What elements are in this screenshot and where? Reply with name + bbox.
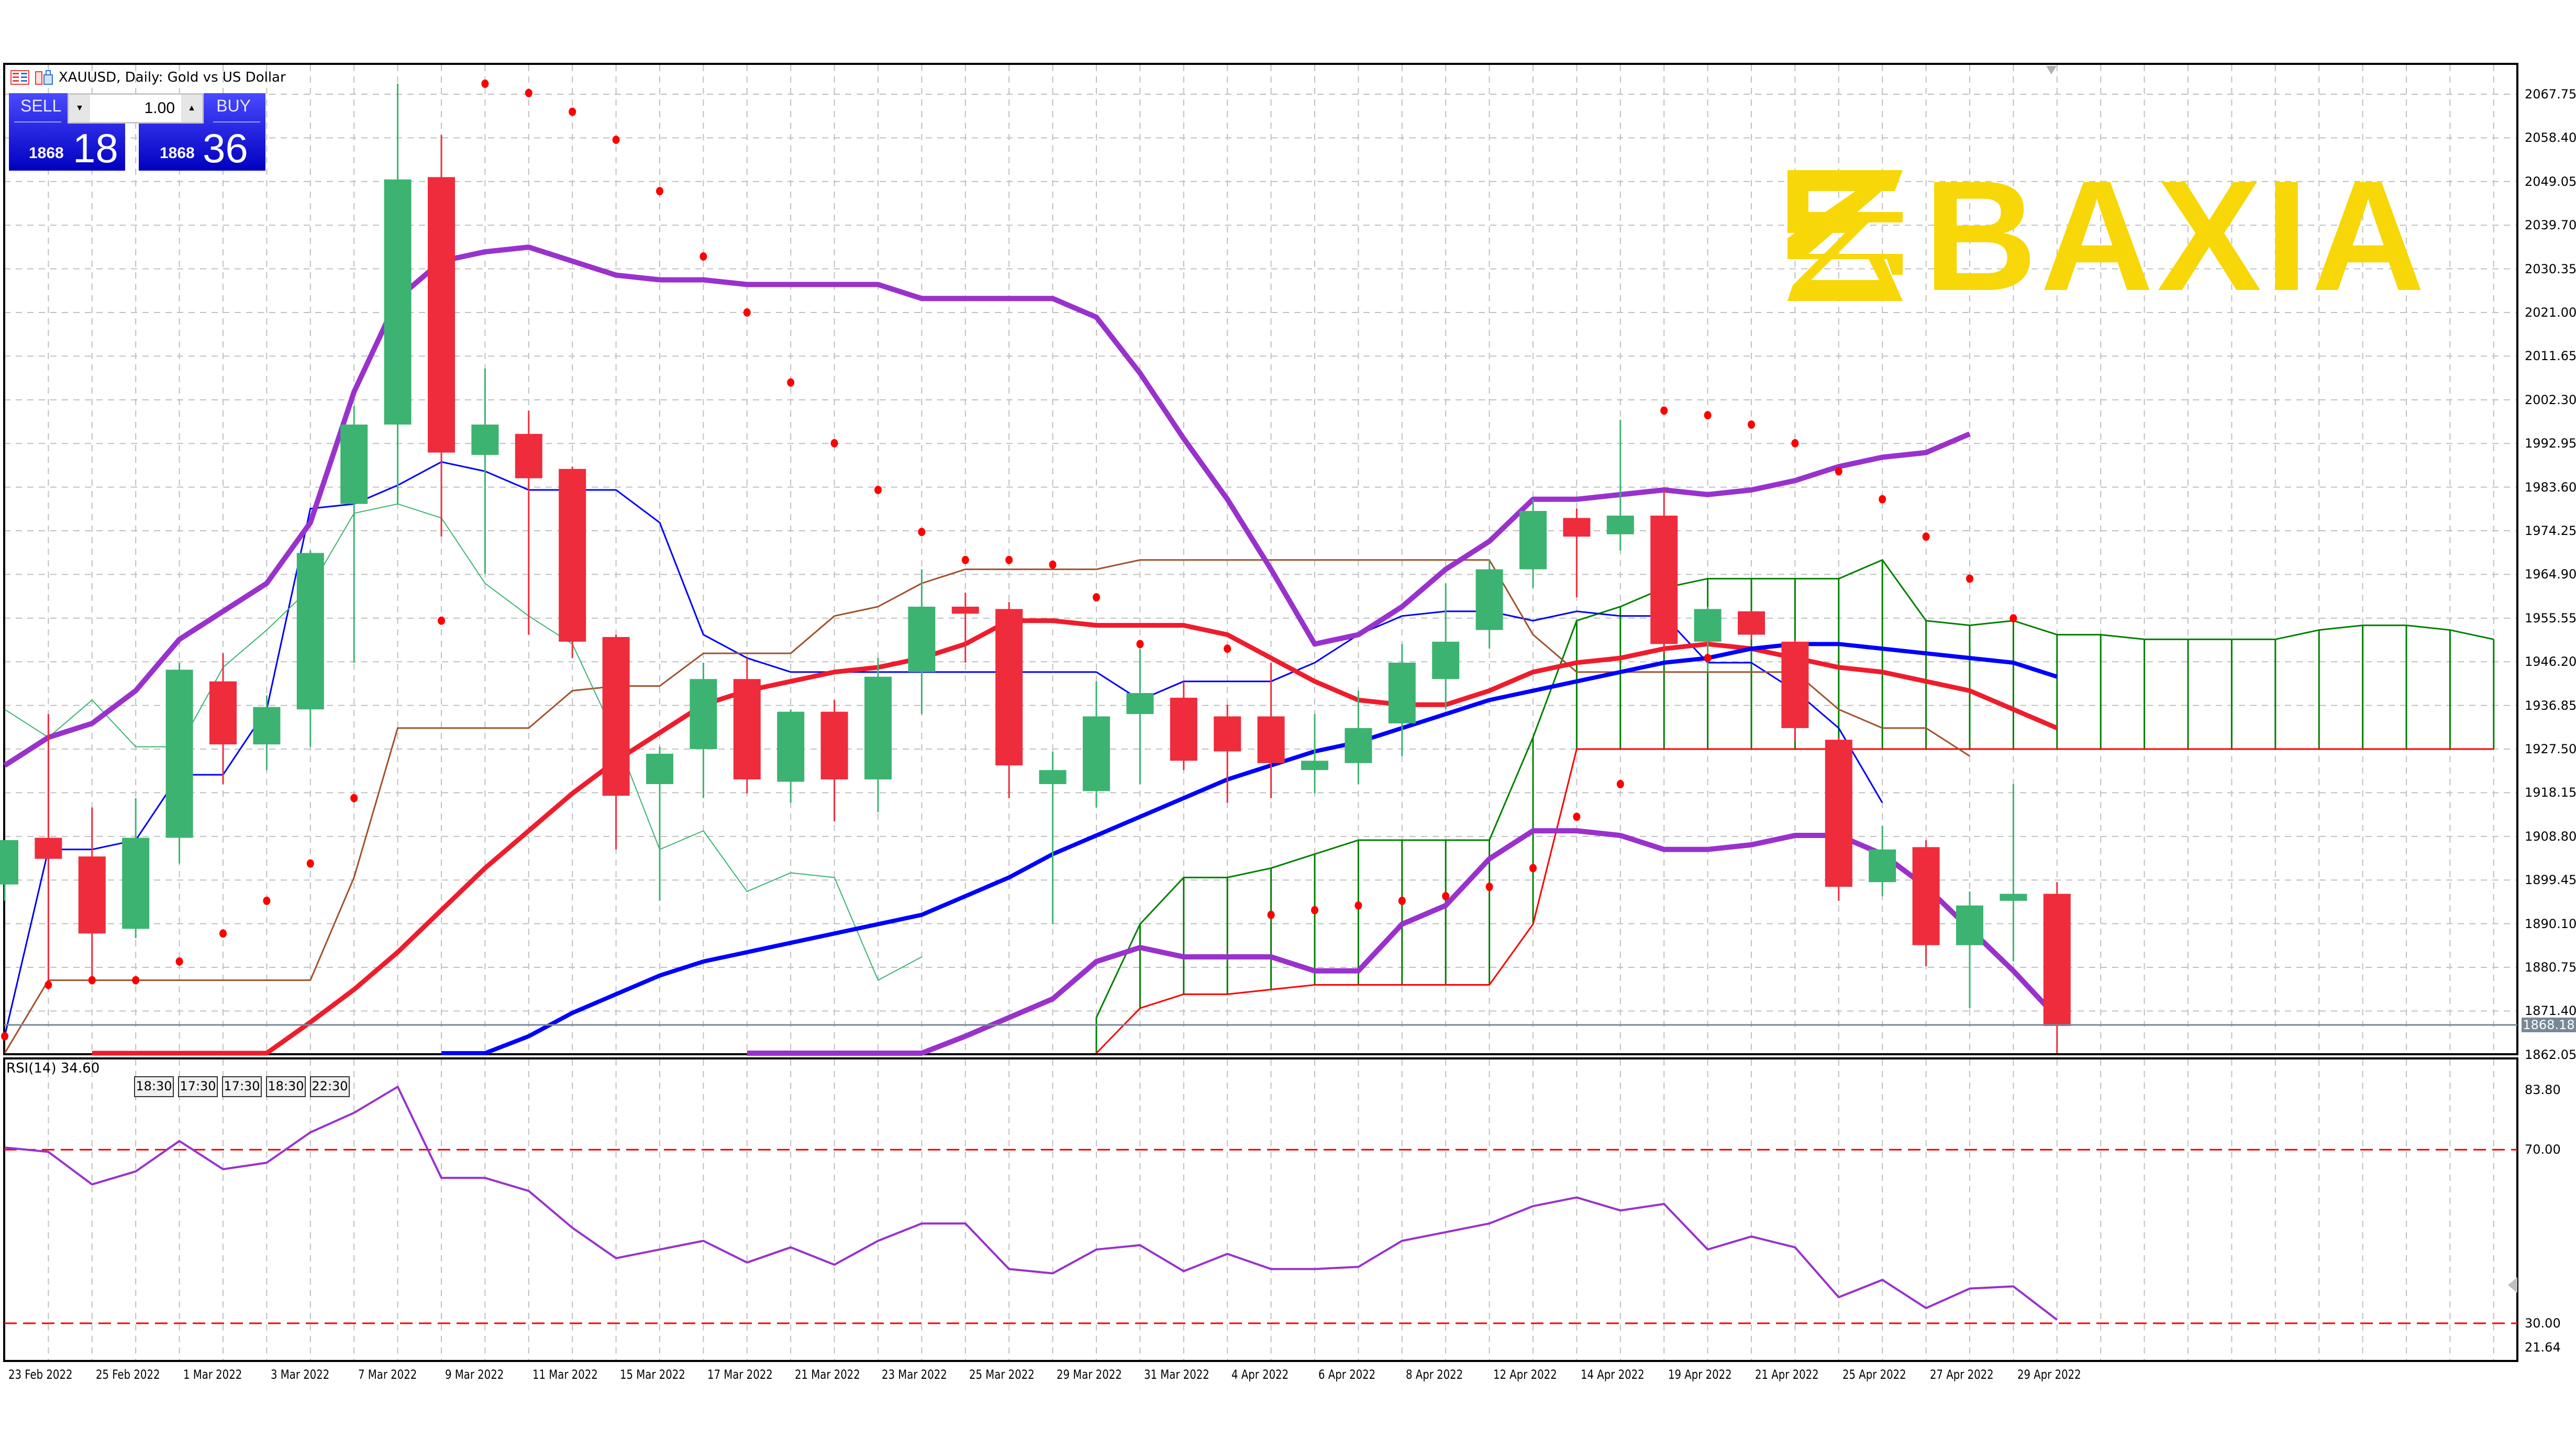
price-axis-label: 1899.45 bbox=[2525, 873, 2576, 888]
chart-title-bar: XAUUSD, Daily: Gold vs US Dollar bbox=[10, 67, 286, 88]
triangle-down-icon: ▼ bbox=[75, 104, 84, 113]
price-axis-label: 2002.30 bbox=[2525, 392, 2576, 407]
time-tag: 18:30 bbox=[266, 1076, 306, 1097]
baxia-logo: BAXIA bbox=[1787, 157, 2428, 314]
date-axis-label: 15 Mar 2022 bbox=[620, 1367, 685, 1382]
candlesticks bbox=[0, 83, 2071, 1053]
date-axis-label: 29 Mar 2022 bbox=[1057, 1367, 1122, 1382]
rsi-axis-label: 83.80 bbox=[2525, 1082, 2561, 1097]
price-axis-label: 2021.00 bbox=[2525, 305, 2576, 320]
rsi-axis-label: 70.00 bbox=[2525, 1142, 2561, 1157]
logo-text: BAXIA bbox=[1924, 148, 2428, 323]
price-axis-label: 2067.75 bbox=[2525, 87, 2576, 102]
date-axis-label: 25 Feb 2022 bbox=[96, 1367, 160, 1382]
date-axis-label: 17 Mar 2022 bbox=[707, 1367, 773, 1382]
scroll-marker-icon[interactable] bbox=[2046, 66, 2057, 74]
price-axis-label: 2030.35 bbox=[2525, 261, 2576, 276]
price-axis-label: 1890.10 bbox=[2525, 916, 2576, 931]
time-tag: 17:30 bbox=[178, 1076, 218, 1097]
price-axis-label: 1936.85 bbox=[2525, 698, 2576, 713]
lot-increase-button[interactable]: ▲ bbox=[181, 95, 202, 122]
one-click-trading-icon[interactable] bbox=[35, 70, 53, 85]
date-axis-label: 1 Mar 2022 bbox=[183, 1367, 242, 1382]
price-axis-label: 1983.60 bbox=[2525, 479, 2576, 495]
time-tag: 17:30 bbox=[222, 1076, 262, 1097]
time-tag: 18:30 bbox=[134, 1076, 174, 1097]
date-axis-label: 27 Apr 2022 bbox=[1930, 1367, 1994, 1382]
buy-label: BUY bbox=[216, 96, 251, 115]
chart-title: XAUUSD, Daily: Gold vs US Dollar bbox=[59, 70, 286, 85]
date-axis-label: 25 Mar 2022 bbox=[969, 1367, 1035, 1382]
price-axis-label: 1862.05 bbox=[2525, 1047, 2576, 1062]
main-chart-frame bbox=[3, 63, 2518, 1055]
date-axis-label: 14 Apr 2022 bbox=[1580, 1367, 1645, 1382]
baxia-logo-mark-icon bbox=[1787, 170, 1903, 301]
price-axis-label: 2011.65 bbox=[2525, 349, 2576, 364]
price-axis-label: 1880.75 bbox=[2525, 960, 2576, 975]
triangle-up-icon: ▲ bbox=[187, 104, 196, 113]
price-axis-label: 2049.05 bbox=[2525, 174, 2576, 189]
date-axis-label: 4 Apr 2022 bbox=[1231, 1367, 1289, 1382]
price-axis-label: 1927.50 bbox=[2525, 742, 2576, 757]
sell-button[interactable]: SELL 1868 18 bbox=[9, 93, 125, 171]
price-axis-label: 1964.90 bbox=[2525, 567, 2576, 582]
rsi-label: RSI(14) 34.60 bbox=[6, 1061, 100, 1076]
rsi-axis-label: 21.64 bbox=[2525, 1340, 2561, 1355]
date-axis-label: 8 Apr 2022 bbox=[1406, 1367, 1463, 1382]
sell-price-pips: 18 bbox=[73, 125, 118, 171]
date-axis-label: 7 Mar 2022 bbox=[358, 1367, 417, 1382]
price-axis-label: 2039.70 bbox=[2525, 218, 2576, 233]
date-axis-label: 25 Apr 2022 bbox=[1842, 1367, 1906, 1382]
price-axis-label: 2058.40 bbox=[2525, 130, 2576, 146]
price-axis-label: 1908.80 bbox=[2525, 829, 2576, 844]
date-axis-label: 31 Mar 2022 bbox=[1143, 1367, 1209, 1382]
rsi-axis-label: 30.00 bbox=[2525, 1316, 2561, 1331]
date-axis-label: 6 Apr 2022 bbox=[1318, 1367, 1376, 1382]
price-axis-label: 1918.15 bbox=[2525, 785, 2576, 800]
sell-label: SELL bbox=[20, 96, 62, 115]
buy-price-pips: 36 bbox=[203, 125, 248, 171]
lot-size-stepper[interactable]: ▼ 1.00 ▲ bbox=[68, 93, 204, 124]
price-axis-label: 1871.40 bbox=[2525, 1003, 2576, 1019]
sell-price-prefix: 1868 bbox=[29, 144, 64, 162]
buy-divider bbox=[213, 121, 260, 122]
sell-divider bbox=[14, 121, 61, 122]
rsi-scroll-marker-icon[interactable] bbox=[2508, 1277, 2517, 1293]
date-axis-label: 29 Apr 2022 bbox=[2017, 1367, 2081, 1382]
current-price-tag: 1868.18 bbox=[2522, 1018, 2576, 1032]
lot-decrease-button[interactable]: ▼ bbox=[69, 95, 90, 122]
rsi-panel-frame bbox=[3, 1057, 2518, 1362]
price-axis-label: 1946.20 bbox=[2525, 654, 2576, 669]
parabolic-sar-dots bbox=[1, 79, 2017, 1041]
date-axis-label: 12 Apr 2022 bbox=[1493, 1367, 1557, 1382]
rsi-indicator bbox=[4, 1086, 2517, 1324]
buy-price-prefix: 1868 bbox=[160, 144, 195, 162]
date-axis-label: 23 Mar 2022 bbox=[882, 1367, 948, 1382]
time-tag: 22:30 bbox=[310, 1076, 350, 1097]
date-axis-label: 19 Apr 2022 bbox=[1668, 1367, 1732, 1382]
price-axis-label: 1974.25 bbox=[2525, 523, 2576, 539]
ichimoku-cloud bbox=[1095, 559, 2495, 1054]
date-axis-label: 11 Mar 2022 bbox=[532, 1367, 598, 1382]
date-axis-label: 21 Apr 2022 bbox=[1755, 1367, 1819, 1382]
date-axis-label: 3 Mar 2022 bbox=[270, 1367, 330, 1382]
one-click-trade-panel: SELL 1868 18 BUY 1868 36 ▼ 1.00 ▲ bbox=[9, 93, 265, 171]
price-axis-label: 1992.95 bbox=[2525, 436, 2576, 451]
lot-size-input[interactable]: 1.00 bbox=[144, 99, 175, 117]
date-axis-label: 21 Mar 2022 bbox=[794, 1367, 860, 1382]
date-axis-label: 9 Mar 2022 bbox=[445, 1367, 504, 1382]
date-axis-label: 23 Feb 2022 bbox=[8, 1367, 73, 1382]
market-watch-icon[interactable] bbox=[10, 70, 29, 85]
price-axis-label: 1955.55 bbox=[2525, 610, 2576, 626]
